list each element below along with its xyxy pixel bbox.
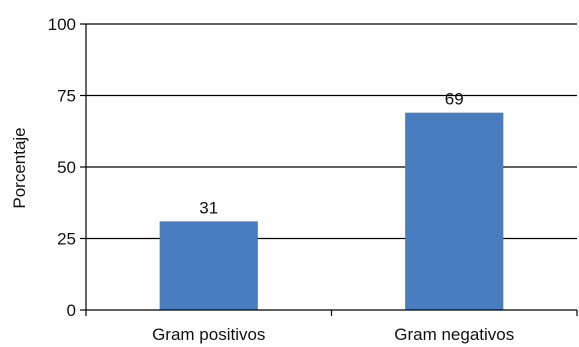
x-category-label: Gram negativos <box>394 325 514 344</box>
y-axis-title: Porcentaje <box>10 127 29 208</box>
y-tick-label: 0 <box>67 301 76 320</box>
x-category-label: Gram positivos <box>152 325 265 344</box>
y-tick-label: 50 <box>57 158 76 177</box>
gridlines <box>86 23 577 240</box>
y-tick-label: 100 <box>48 15 76 34</box>
data-label: 31 <box>199 198 218 217</box>
bars <box>159 112 504 310</box>
axes <box>80 23 578 316</box>
bar-gram-positivos <box>159 221 258 310</box>
data-label: 69 <box>445 90 464 109</box>
y-tick-label: 25 <box>57 230 76 249</box>
bar-gram-negativos <box>405 112 504 310</box>
y-tick-label: 75 <box>57 87 76 106</box>
labels: 0 25 50 75 100 31 Gram positivos 69 Gram negativ… <box>48 15 515 344</box>
